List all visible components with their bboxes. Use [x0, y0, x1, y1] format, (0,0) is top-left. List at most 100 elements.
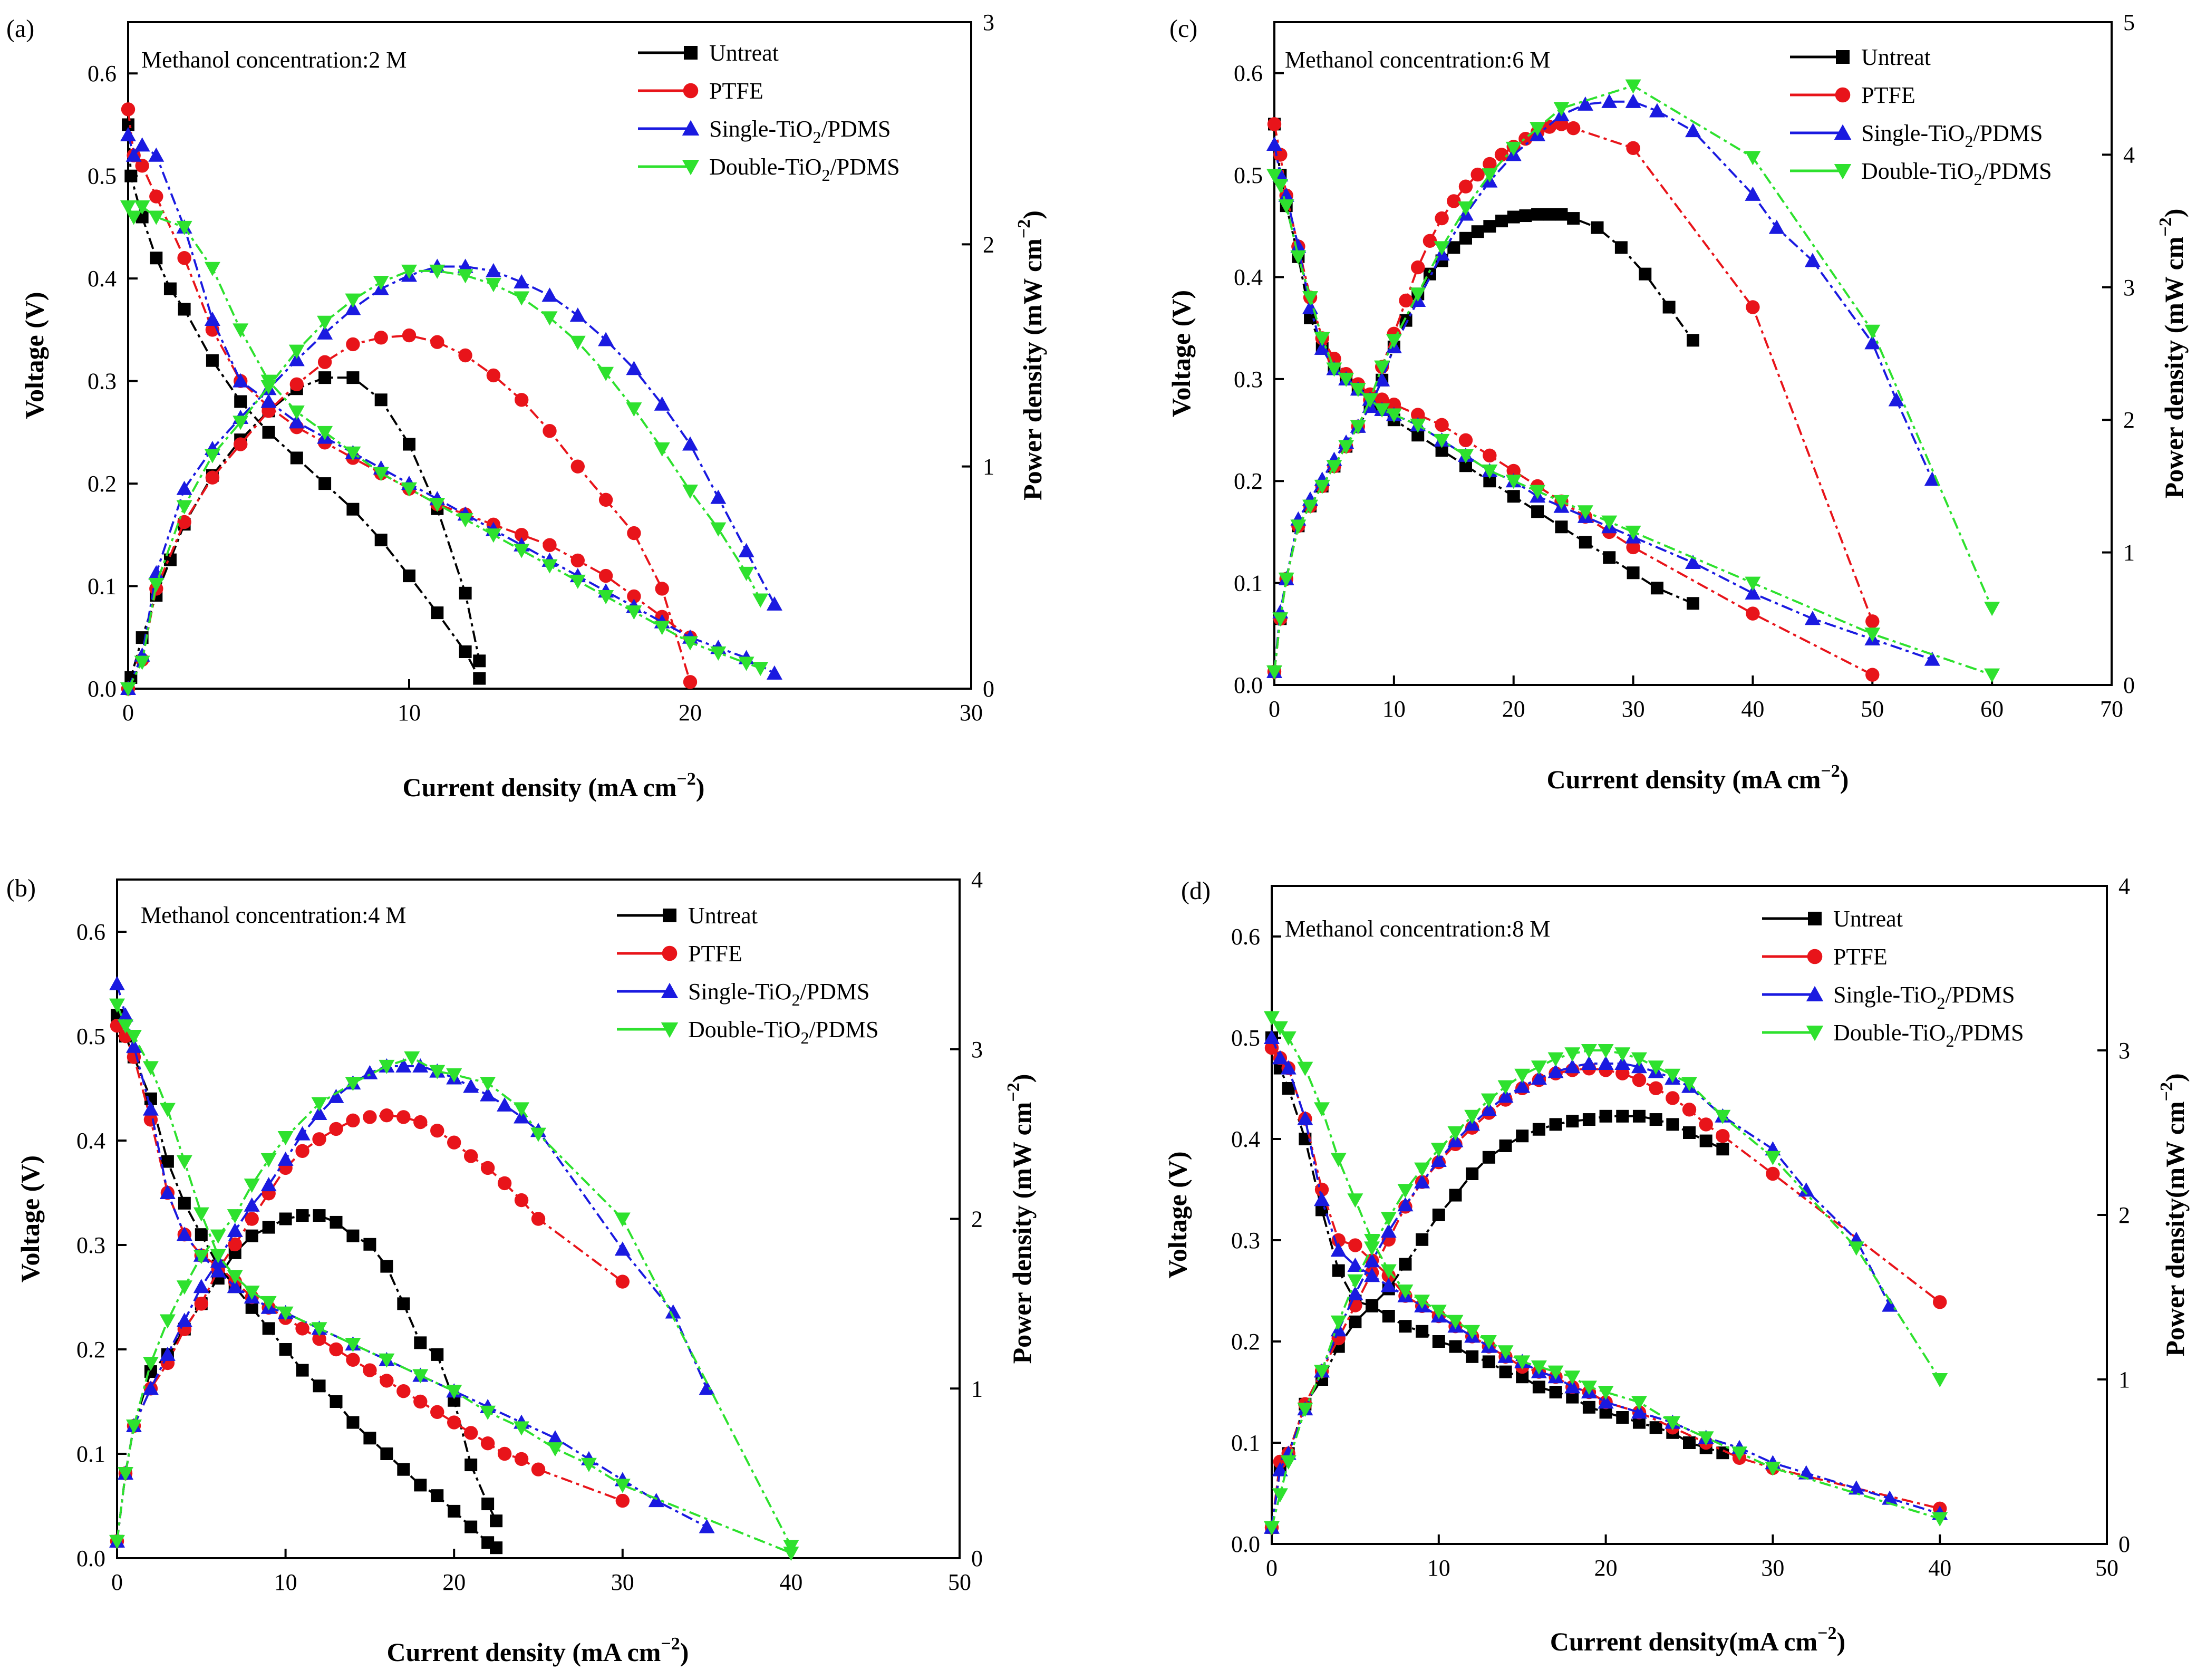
voltage-point — [614, 1479, 631, 1493]
panel-b: (b) 0 10 20 30 40 50 0.0 0.1 0.2 0.3 0.4 0.5 0.6 0 1 2 3 4… — [6, 867, 1037, 1667]
voltage-point — [313, 1379, 326, 1393]
voltage-point — [1745, 585, 1761, 600]
voltage-point — [1387, 397, 1401, 412]
voltage-point — [227, 1279, 243, 1293]
y2-tick-label: 3 — [2118, 1038, 2130, 1064]
voltage-point — [117, 1019, 133, 1034]
y-tick-label: 0.3 — [76, 1232, 105, 1258]
voltage-point — [150, 252, 163, 265]
power-point — [699, 1380, 715, 1395]
power-point — [1272, 1488, 1288, 1503]
y-tick-label: 0.4 — [88, 266, 117, 292]
voltage-point — [1650, 582, 1663, 595]
power-point — [1414, 1162, 1430, 1177]
voltage-point — [233, 323, 249, 338]
voltage-point — [1483, 448, 1497, 463]
power-point — [1716, 1143, 1729, 1156]
power-point — [159, 1314, 176, 1329]
power-point — [430, 335, 444, 349]
legend-marker — [682, 120, 700, 136]
y-tick-label: 0.0 — [76, 1546, 105, 1571]
power-point — [227, 1223, 243, 1238]
power-point — [1716, 1129, 1730, 1143]
power-point — [1458, 179, 1473, 194]
voltage-curve — [127, 205, 761, 669]
voltage-point — [311, 1322, 327, 1337]
y-tick-label: 0.3 — [1231, 1228, 1260, 1253]
power-point — [1766, 1166, 1780, 1181]
voltage-point — [1314, 1102, 1330, 1117]
voltage-point — [1531, 505, 1544, 518]
power-point — [1566, 121, 1581, 136]
voltage-point — [234, 395, 247, 408]
voltage-point — [1264, 1030, 1280, 1044]
voltage-point — [363, 1432, 376, 1445]
power-point — [429, 264, 446, 279]
power-point — [1699, 1117, 1713, 1132]
power-point — [1435, 211, 1449, 226]
power-point — [317, 355, 332, 369]
power-point — [541, 311, 558, 326]
x-tick-label: 50 — [1861, 696, 1884, 722]
power-point — [318, 371, 332, 384]
power-point — [363, 1238, 376, 1251]
legend-label: Double-TiO2/PDMS — [1861, 158, 2052, 189]
power-point — [1555, 208, 1568, 221]
voltage-point — [134, 200, 150, 215]
power-point — [148, 577, 165, 592]
legend-marker — [1836, 50, 1850, 64]
voltage-point — [1531, 1360, 1547, 1375]
power-point — [1683, 1126, 1696, 1139]
panel-letter: (b) — [6, 874, 36, 902]
voltage-point — [1687, 597, 1699, 610]
power-point — [752, 593, 769, 608]
voltage-point — [1514, 1355, 1531, 1370]
voltage-point — [125, 147, 142, 162]
voltage-point — [1627, 566, 1640, 580]
power-point — [311, 1097, 327, 1112]
power-point — [1280, 1455, 1296, 1470]
power-point — [1338, 440, 1354, 455]
power-point — [125, 1420, 142, 1434]
power-point — [210, 1229, 226, 1244]
power-point — [1666, 1091, 1680, 1105]
power-point — [1687, 334, 1699, 347]
y2-tick-label: 5 — [2123, 9, 2135, 35]
power-point — [288, 352, 305, 366]
power-point — [277, 1151, 294, 1166]
power-point — [1649, 1113, 1662, 1126]
power-point — [1314, 1365, 1330, 1379]
voltage-point — [429, 497, 446, 512]
power-point — [193, 1250, 209, 1264]
voltage-point — [654, 621, 670, 635]
power-point — [1266, 665, 1282, 680]
power-point — [1449, 1189, 1462, 1202]
power-point — [1278, 572, 1294, 587]
power-point — [1350, 420, 1366, 435]
power-point — [1314, 479, 1330, 494]
legend-label: Untreat — [688, 903, 758, 929]
voltage-point — [431, 606, 444, 620]
power-point — [626, 402, 642, 417]
y2-tick-label: 1 — [2123, 540, 2135, 566]
power-point — [346, 1113, 360, 1128]
voltage-point — [1579, 536, 1592, 549]
power-point — [1601, 93, 1618, 108]
power-point — [1447, 1126, 1464, 1141]
power-point — [395, 1058, 412, 1073]
legend-marker — [683, 83, 699, 99]
power-point — [345, 1077, 361, 1092]
voltage-point — [414, 1479, 427, 1492]
y-tick-label: 0.5 — [88, 163, 117, 189]
y2-tick-label: 1 — [971, 1376, 983, 1402]
legend-marker — [1834, 124, 1852, 140]
y-tick-label: 0.2 — [88, 471, 117, 497]
voltage-point — [648, 1493, 664, 1508]
voltage-point — [159, 1185, 176, 1199]
power-point — [380, 1108, 394, 1123]
power-point — [1932, 1373, 1948, 1387]
power-point — [1507, 210, 1520, 224]
voltage-point — [1555, 520, 1568, 534]
power-point — [1495, 215, 1508, 228]
power-point — [1715, 1109, 1731, 1124]
